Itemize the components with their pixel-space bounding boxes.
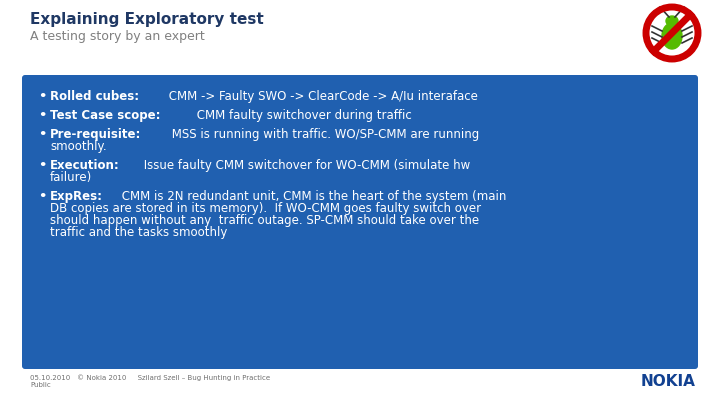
Text: Test Case scope:: Test Case scope: <box>50 109 161 122</box>
Text: NOKIA: NOKIA <box>640 374 695 389</box>
Text: should happen without any  traffic outage. SP-CMM should take over the: should happen without any traffic outage… <box>50 214 479 227</box>
Text: •: • <box>38 90 46 103</box>
Circle shape <box>648 9 696 57</box>
Text: ExpRes:: ExpRes: <box>50 190 103 203</box>
Text: Public: Public <box>30 382 50 388</box>
Text: Explaining Exploratory test: Explaining Exploratory test <box>30 12 264 27</box>
Text: 05.10.2010   © Nokia 2010     Szilard Szell – Bug Hunting in Practice: 05.10.2010 © Nokia 2010 Szilard Szell – … <box>30 374 270 381</box>
Circle shape <box>644 5 700 61</box>
Text: Execution:: Execution: <box>50 159 120 172</box>
Text: •: • <box>38 159 46 172</box>
Ellipse shape <box>662 23 682 49</box>
Text: •: • <box>38 190 46 203</box>
Ellipse shape <box>666 16 678 26</box>
Text: Pre-requisite:: Pre-requisite: <box>50 128 141 141</box>
Text: Rolled cubes:: Rolled cubes: <box>50 90 139 103</box>
Text: CMM -> Faulty SWO -> ClearCode -> A/Iu interaface: CMM -> Faulty SWO -> ClearCode -> A/Iu i… <box>165 90 478 103</box>
Text: traffic and the tasks smoothly: traffic and the tasks smoothly <box>50 226 228 239</box>
Text: A testing story by an expert: A testing story by an expert <box>30 30 204 43</box>
Text: Issue faulty CMM switchover for WO-CMM (simulate hw: Issue faulty CMM switchover for WO-CMM (… <box>140 159 470 172</box>
Text: •: • <box>38 109 46 122</box>
FancyBboxPatch shape <box>22 75 698 369</box>
Text: failure): failure) <box>50 171 92 184</box>
Text: smoothly.: smoothly. <box>50 140 107 153</box>
Text: CMM faulty switchover during traffic: CMM faulty switchover during traffic <box>192 109 411 122</box>
Text: CMM is 2N redundant unit, CMM is the heart of the system (main: CMM is 2N redundant unit, CMM is the hea… <box>118 190 507 203</box>
Text: •: • <box>38 128 46 141</box>
Text: MSS is running with traffic. WO/SP-CMM are running: MSS is running with traffic. WO/SP-CMM a… <box>168 128 479 141</box>
Text: DB copies are stored in its memory).  If WO-CMM goes faulty switch over: DB copies are stored in its memory). If … <box>50 202 481 215</box>
